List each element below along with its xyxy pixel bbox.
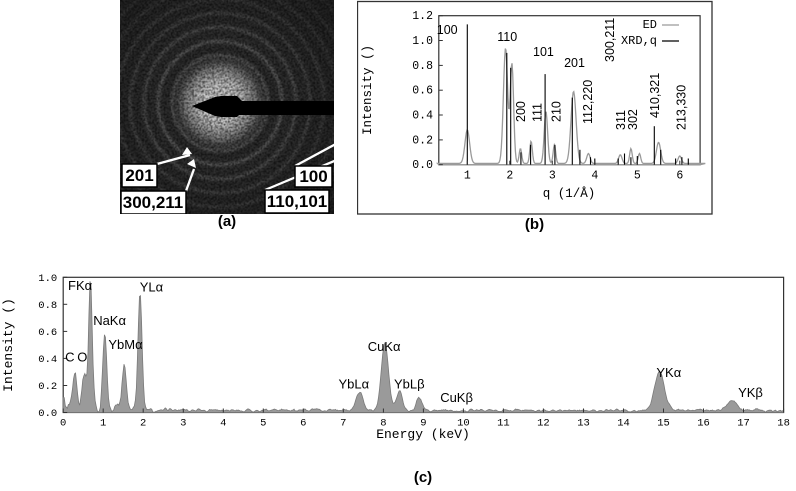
svg-text:18: 18 xyxy=(777,418,790,430)
svg-text:FKα: FKα xyxy=(68,278,93,293)
svg-text:201: 201 xyxy=(125,166,153,185)
svg-text:213,330: 213,330 xyxy=(674,85,688,130)
svg-text:0.8: 0.8 xyxy=(412,60,433,73)
svg-text:1.0: 1.0 xyxy=(412,35,433,48)
svg-text:5: 5 xyxy=(260,418,266,430)
svg-text:q (1/Å): q (1/Å) xyxy=(542,186,595,201)
svg-text:12: 12 xyxy=(537,418,550,430)
svg-text:0.0: 0.0 xyxy=(412,159,433,172)
svg-text:6: 6 xyxy=(300,418,306,430)
svg-text:2: 2 xyxy=(506,170,513,183)
svg-text:14: 14 xyxy=(617,418,630,430)
svg-text:1: 1 xyxy=(100,418,106,430)
svg-text:300,211: 300,211 xyxy=(603,18,617,62)
svg-text:0.4: 0.4 xyxy=(412,110,433,123)
svg-text:1.0: 1.0 xyxy=(38,273,57,285)
svg-text:0.2: 0.2 xyxy=(38,381,57,393)
svg-text:0.6: 0.6 xyxy=(412,85,433,98)
svg-text:410,321: 410,321 xyxy=(648,73,662,118)
svg-text:100: 100 xyxy=(436,23,457,37)
svg-text:O: O xyxy=(77,349,87,364)
svg-text:NaKα: NaKα xyxy=(93,313,126,328)
svg-text:100: 100 xyxy=(299,167,327,186)
svg-text:200: 200 xyxy=(514,101,528,122)
svg-text:CuKα: CuKα xyxy=(368,339,401,354)
svg-text:ED: ED xyxy=(642,18,656,32)
svg-text:0.0: 0.0 xyxy=(38,408,57,420)
svg-text:XRD,q: XRD,q xyxy=(620,34,656,48)
svg-text:101: 101 xyxy=(533,45,554,59)
svg-text:4: 4 xyxy=(591,170,598,183)
svg-text:0.4: 0.4 xyxy=(38,354,57,366)
svg-text:0.2: 0.2 xyxy=(412,134,433,147)
svg-text:4: 4 xyxy=(220,418,226,430)
svg-text:YbLβ: YbLβ xyxy=(394,377,425,392)
svg-text:C: C xyxy=(65,349,74,364)
svg-text:210: 210 xyxy=(549,101,563,122)
svg-text:2: 2 xyxy=(140,418,146,430)
svg-text:YKβ: YKβ xyxy=(738,385,763,400)
svg-text:201: 201 xyxy=(564,56,585,70)
svg-text:3: 3 xyxy=(548,170,555,183)
svg-text:CuKβ: CuKβ xyxy=(440,390,473,405)
svg-text:110: 110 xyxy=(497,30,517,44)
svg-text:1: 1 xyxy=(463,170,470,183)
svg-text:300,211: 300,211 xyxy=(123,193,184,212)
svg-text:17: 17 xyxy=(737,418,750,430)
svg-text:YKα: YKα xyxy=(656,365,681,380)
svg-text:16: 16 xyxy=(697,418,710,430)
svg-text:3: 3 xyxy=(180,418,186,430)
svg-text:YbMα: YbMα xyxy=(108,337,143,352)
svg-text:6: 6 xyxy=(676,170,683,183)
svg-text:0: 0 xyxy=(60,418,66,430)
svg-text:YLα: YLα xyxy=(140,279,164,294)
svg-text:302: 302 xyxy=(626,109,640,130)
svg-text:111: 111 xyxy=(530,103,544,122)
svg-text:7: 7 xyxy=(340,418,346,430)
svg-text:11: 11 xyxy=(497,418,510,430)
svg-text:112,220: 112,220 xyxy=(581,80,595,124)
svg-text:0.6: 0.6 xyxy=(38,327,57,339)
svg-text:0.8: 0.8 xyxy=(38,300,57,312)
svg-text:13: 13 xyxy=(577,418,590,430)
svg-text:Intensity (): Intensity () xyxy=(361,45,375,135)
svg-text:15: 15 xyxy=(657,418,670,430)
svg-text:5: 5 xyxy=(633,170,640,183)
svg-text:(c): (c) xyxy=(414,469,432,486)
svg-text:Energy (keV): Energy (keV) xyxy=(376,427,470,442)
svg-text:110,101: 110,101 xyxy=(267,192,328,211)
svg-text:YbLα: YbLα xyxy=(339,377,370,392)
svg-text:Intensity (): Intensity () xyxy=(1,298,16,392)
svg-text:1.2: 1.2 xyxy=(412,10,433,23)
